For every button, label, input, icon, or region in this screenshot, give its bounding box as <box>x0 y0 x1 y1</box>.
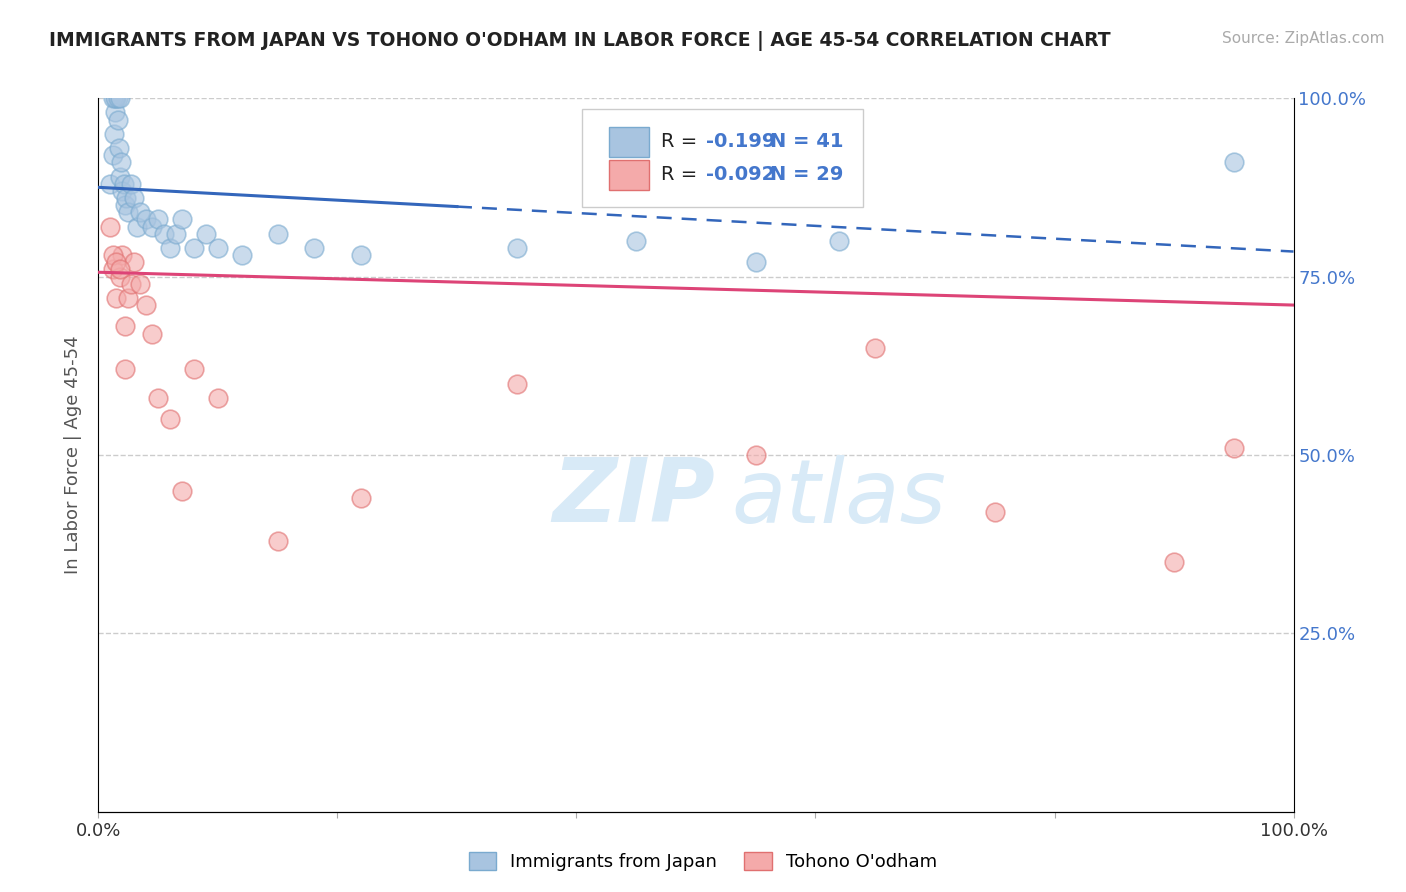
Point <box>104 91 127 105</box>
Text: ZIP: ZIP <box>553 454 716 541</box>
Point <box>114 362 136 376</box>
Point <box>141 326 163 341</box>
Point <box>111 184 134 198</box>
Point <box>114 198 136 212</box>
Point <box>107 91 129 105</box>
Point <box>159 412 181 426</box>
Text: R =: R = <box>661 132 704 151</box>
Point <box>101 262 124 277</box>
Point <box>135 212 157 227</box>
Point <box>101 148 124 162</box>
Text: N = 41: N = 41 <box>770 132 844 151</box>
Point <box>148 212 170 227</box>
Point <box>267 227 290 241</box>
Text: -0.092: -0.092 <box>706 165 775 184</box>
Y-axis label: In Labor Force | Age 45-54: In Labor Force | Age 45-54 <box>65 335 83 574</box>
Point <box>302 241 325 255</box>
Point <box>195 227 218 241</box>
FancyBboxPatch shape <box>609 161 650 190</box>
Point <box>153 227 176 241</box>
Point <box>124 191 146 205</box>
Point <box>350 248 373 262</box>
Point <box>141 219 163 234</box>
Point <box>124 255 146 269</box>
Point <box>120 177 142 191</box>
Point <box>745 255 768 269</box>
Point <box>110 155 132 169</box>
Point <box>745 448 768 462</box>
Point <box>1223 441 1246 455</box>
Point <box>107 141 129 155</box>
Point <box>101 91 124 105</box>
FancyBboxPatch shape <box>582 109 863 207</box>
Text: -0.199: -0.199 <box>706 132 775 151</box>
Point <box>112 177 135 191</box>
Point <box>115 191 138 205</box>
Point <box>108 169 131 184</box>
Point <box>101 248 124 262</box>
Point <box>506 241 529 255</box>
Point <box>98 177 122 191</box>
Point <box>172 483 194 498</box>
Point <box>1223 155 1246 169</box>
Point <box>98 219 122 234</box>
Point <box>108 262 131 277</box>
Text: R =: R = <box>661 165 704 184</box>
Point <box>207 391 229 405</box>
Point <box>117 291 139 305</box>
Point <box>267 533 290 548</box>
Point <box>984 505 1007 519</box>
Point <box>120 277 142 291</box>
Point <box>172 212 194 227</box>
Point <box>1163 555 1185 569</box>
Point <box>105 255 128 269</box>
Point <box>105 291 128 305</box>
Point <box>626 234 648 248</box>
Point <box>103 127 125 141</box>
Point <box>159 241 181 255</box>
Point <box>165 227 187 241</box>
Text: N = 29: N = 29 <box>770 165 844 184</box>
Point <box>108 91 131 105</box>
Point <box>207 241 229 255</box>
Text: IMMIGRANTS FROM JAPAN VS TOHONO O'ODHAM IN LABOR FORCE | AGE 45-54 CORRELATION C: IMMIGRANTS FROM JAPAN VS TOHONO O'ODHAM … <box>49 31 1111 51</box>
Point <box>107 112 129 127</box>
Point <box>350 491 373 505</box>
FancyBboxPatch shape <box>609 128 650 157</box>
Point <box>117 205 139 219</box>
Text: atlas: atlas <box>733 455 946 541</box>
Point <box>183 362 205 376</box>
Legend: Immigrants from Japan, Tohono O'odham: Immigrants from Japan, Tohono O'odham <box>461 845 945 879</box>
Point <box>114 319 136 334</box>
Point <box>104 105 127 120</box>
Point <box>129 205 152 219</box>
Point <box>111 248 134 262</box>
Point <box>105 91 128 105</box>
Point <box>125 219 148 234</box>
Point <box>135 298 157 312</box>
Point <box>148 391 170 405</box>
Point <box>231 248 253 262</box>
Point <box>828 234 851 248</box>
Point <box>108 269 131 284</box>
Point <box>183 241 205 255</box>
Text: Source: ZipAtlas.com: Source: ZipAtlas.com <box>1222 31 1385 46</box>
Point <box>506 376 529 391</box>
Point <box>129 277 152 291</box>
Point <box>865 341 887 355</box>
